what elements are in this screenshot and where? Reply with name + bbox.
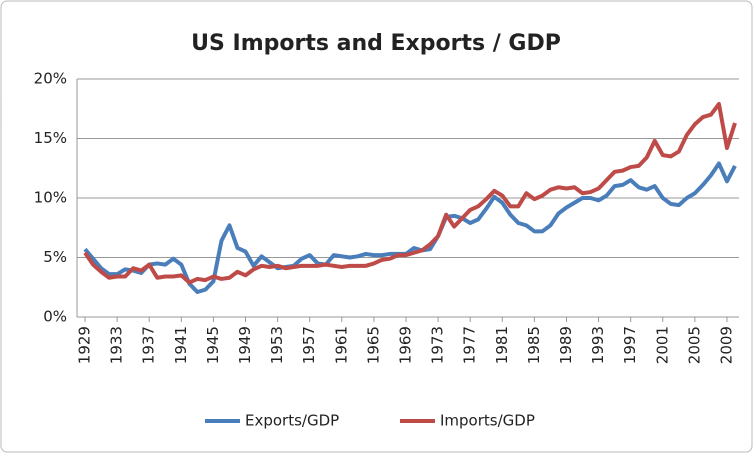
x-tick-label: 1949 — [236, 326, 254, 364]
x-tick-label: 1993 — [589, 326, 607, 364]
series-line — [83, 101, 737, 285]
x-tick-label: 1941 — [172, 326, 190, 364]
x-tick-label: 1969 — [396, 326, 414, 364]
x-tick-label: 1977 — [461, 326, 479, 364]
x-tick-label: 1961 — [332, 326, 350, 364]
y-tick-label: 5% — [43, 248, 67, 266]
x-tick-label: 1989 — [557, 326, 575, 364]
x-tick-label: 1945 — [204, 326, 222, 364]
y-tick-label: 15% — [34, 129, 67, 147]
x-tick-label: 2009 — [717, 326, 735, 364]
y-tick-label: 10% — [34, 189, 67, 207]
chart-title: US Imports and Exports / GDP — [191, 31, 561, 56]
x-tick-label: 1929 — [76, 326, 94, 364]
x-tick-label: 1985 — [525, 326, 543, 364]
y-tick-label: 20% — [34, 70, 67, 88]
x-tick-label: 2005 — [685, 326, 703, 364]
x-tick-label: 1933 — [108, 326, 126, 364]
legend-label: Exports/GDP — [245, 412, 339, 430]
series-line — [83, 161, 737, 295]
x-tick-label: 1957 — [300, 326, 318, 364]
x-tick-label: 1965 — [364, 326, 382, 364]
x-tick-label: 1953 — [268, 326, 286, 364]
x-tick-label: 1981 — [493, 326, 511, 364]
x-tick-label: 1997 — [621, 326, 639, 364]
y-tick-label: 0% — [43, 308, 67, 326]
x-tick-label: 1973 — [429, 326, 447, 364]
x-tick-label: 1937 — [140, 326, 158, 364]
legend-label: Imports/GDP — [440, 412, 535, 430]
x-tick-label: 2001 — [653, 326, 671, 364]
